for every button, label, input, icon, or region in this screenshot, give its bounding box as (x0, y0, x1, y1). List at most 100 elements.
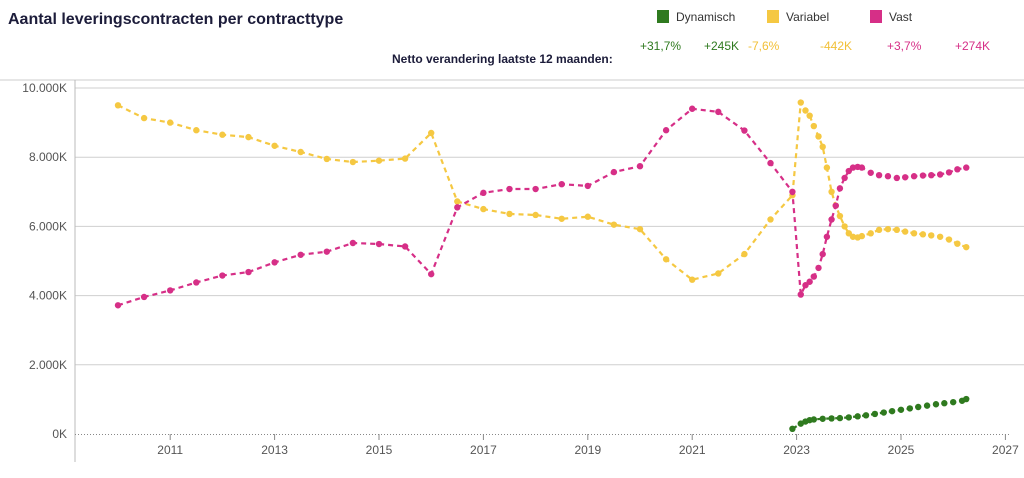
data-point-variabel (963, 243, 970, 251)
data-point-dynamisch (819, 415, 826, 422)
data-point-variabel (689, 276, 696, 283)
data-point-dynamisch (915, 403, 922, 411)
x-tick-label: 2021 (679, 443, 706, 457)
data-point-vast (636, 162, 644, 170)
data-point-vast (532, 185, 539, 193)
data-point-variabel (323, 155, 330, 163)
data-point-vast (936, 171, 944, 178)
legend: Dynamisch +31,7% +245K Variabel -7,6% -442K Va… (640, 10, 990, 53)
data-point-vast (954, 166, 961, 173)
change-pct-vast: +3,7% (887, 39, 922, 53)
x-tick-label: 2019 (574, 443, 601, 457)
data-point-variabel (219, 131, 226, 138)
data-point-dynamisch (854, 413, 861, 420)
data-point-dynamisch (871, 410, 879, 418)
x-tick-label: 2027 (992, 443, 1019, 457)
data-point-variabel (662, 256, 670, 263)
data-point-vast (167, 287, 174, 294)
data-point-vast (558, 180, 565, 188)
data-point-vast (428, 270, 435, 278)
data-point-variabel (836, 212, 844, 220)
data-point-variabel (375, 157, 383, 164)
x-tick-label: 2025 (888, 443, 915, 457)
x-tick-label: 2011 (157, 443, 183, 457)
data-point-vast (841, 174, 848, 182)
data-point-vast (767, 159, 774, 167)
data-point-dynamisch (810, 416, 818, 423)
data-point-variabel (114, 102, 122, 109)
y-tick-label: 4.000K (29, 289, 67, 303)
data-point-vast (928, 171, 935, 179)
series-line-vast (117, 107, 967, 307)
data-point-vast (901, 174, 909, 181)
data-point-vast (323, 248, 330, 255)
data-point-dynamisch (963, 395, 970, 403)
data-point-variabel (636, 225, 644, 233)
y-tick-label: 10.000K (22, 81, 67, 95)
data-point-variabel (797, 99, 804, 106)
data-point-vast (584, 182, 591, 190)
data-point-vast (893, 174, 901, 182)
data-point-variabel (945, 236, 953, 243)
data-point-variabel (297, 148, 304, 156)
data-point-vast (875, 171, 883, 179)
data-point-vast (963, 164, 970, 171)
data-point-vast (480, 189, 487, 197)
x-tick-label: 2015 (366, 443, 393, 457)
y-tick-label: 0K (52, 427, 67, 441)
data-point-dynamisch (932, 401, 940, 408)
data-point-vast (836, 185, 844, 192)
data-point-dynamisch (828, 415, 835, 422)
legend-swatch-variabel (767, 10, 779, 23)
data-point-dynamisch (836, 414, 844, 422)
data-point-dynamisch (941, 400, 948, 407)
data-point-vast (689, 105, 696, 112)
data-point-vast (806, 278, 813, 285)
data-point-variabel (919, 231, 927, 238)
data-point-vast (815, 264, 822, 272)
data-point-variabel (454, 198, 461, 205)
data-point-vast (919, 172, 927, 179)
change-abs-vast: +274K (955, 39, 990, 53)
data-point-vast (662, 127, 670, 134)
data-point-vast (271, 259, 278, 266)
data-point-variabel (893, 226, 901, 234)
data-point-variabel (858, 232, 866, 240)
data-point-variabel (167, 119, 174, 126)
grid (75, 87, 1024, 366)
data-point-vast (349, 239, 357, 247)
data-point-vast (823, 233, 831, 240)
y-tick-label: 6.000K (29, 219, 67, 233)
data-point-vast (610, 168, 618, 176)
data-point-vast (715, 108, 722, 116)
axes: 0K 2.000K 4.000K 6.000K 8.000K 10.000K 2011 201… (22, 80, 1019, 462)
data-point-variabel (810, 122, 818, 130)
data-point-variabel (884, 225, 892, 233)
chart-title: Aantal leveringscontracten per contractt… (8, 11, 343, 28)
data-point-variabel (767, 216, 774, 223)
data-point-variabel (928, 232, 935, 239)
data-point-variabel (193, 127, 200, 134)
data-point-vast (789, 188, 796, 195)
x-tick-label: 2023 (783, 443, 810, 457)
data-point-variabel (584, 213, 591, 220)
data-point-vast (506, 185, 513, 193)
data-point-vast (245, 268, 252, 276)
data-point-variabel (936, 233, 944, 240)
data-point-vast (140, 293, 148, 301)
legend-label: Dynamisch (676, 10, 735, 24)
data-point-variabel (828, 188, 835, 195)
legend-swatch-vast (870, 10, 882, 23)
data-point-variabel (401, 155, 409, 162)
data-point-variabel (910, 230, 918, 237)
data-point-vast (945, 169, 953, 176)
data-point-variabel (245, 133, 252, 141)
data-point-vast (401, 243, 409, 250)
data-point-dynamisch (906, 405, 914, 412)
data-point-vast (454, 204, 461, 211)
data-point-vast (219, 272, 226, 279)
change-pct-dynamisch: +31,7% (640, 39, 681, 53)
data-point-vast (832, 202, 839, 209)
legend-label: Vast (889, 10, 913, 24)
